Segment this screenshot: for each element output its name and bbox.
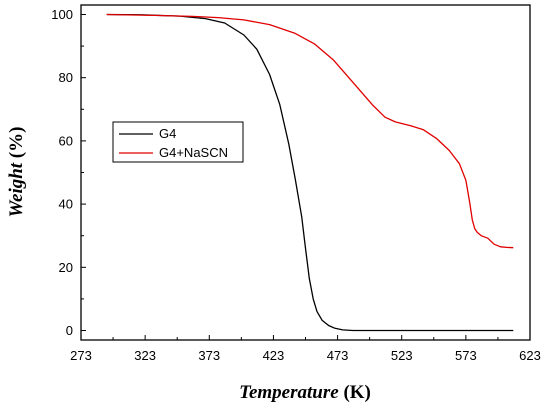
x-tick-label: 323 [134, 348, 156, 363]
y-tick-label: 0 [66, 323, 73, 338]
x-tick-label: 523 [391, 348, 413, 363]
y-axis-title: Weight (%) [6, 127, 27, 218]
y-tick-label: 80 [59, 70, 73, 85]
legend-box [112, 121, 244, 163]
legend-label-g4-nascn: G4+NaSCN [159, 145, 228, 160]
legend: G4 G4+NaSCN [112, 121, 244, 163]
x-axis-unit: K [350, 382, 365, 403]
x-axis-title-text: Temperature [239, 382, 339, 403]
x-axis-title: Temperature (K) [239, 382, 371, 403]
y-tick-label: 40 [59, 197, 73, 212]
ticks-layer: 273 323 373 423 473 523 573 623 0 20 40 60 80 100 [51, 7, 541, 363]
y-tick-label: 100 [51, 7, 73, 22]
legend-label-g4: G4 [159, 126, 176, 141]
x-tick-label: 373 [198, 348, 220, 363]
y-axis-title-text: Weight [6, 162, 27, 217]
series-layer [106, 13, 514, 332]
x-tick-label: 573 [455, 348, 477, 363]
y-tick-label: 60 [59, 133, 73, 148]
x-tick-label: 623 [519, 348, 541, 363]
series-line-g4 [106, 13, 514, 332]
series-line-g4-nascn [106, 13, 514, 249]
x-tick-label: 473 [327, 348, 349, 363]
y-tick-label: 20 [59, 260, 73, 275]
x-tick-label: 423 [263, 348, 285, 363]
y-axis-unit: % [6, 133, 27, 152]
x-tick-label: 273 [70, 348, 92, 363]
